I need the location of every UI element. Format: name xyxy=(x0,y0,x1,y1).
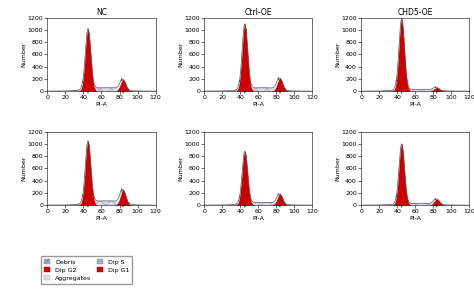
Legend: Debris, Dip G2, Aggregates, Dip S, Dip G1: Debris, Dip G2, Aggregates, Dip S, Dip G… xyxy=(41,256,132,284)
Title: NC: NC xyxy=(96,8,107,17)
Y-axis label: Number: Number xyxy=(178,42,183,67)
Title: CHD5-OE: CHD5-OE xyxy=(398,8,433,17)
Y-axis label: Number: Number xyxy=(335,42,340,67)
Y-axis label: Number: Number xyxy=(21,156,26,181)
X-axis label: PI-A: PI-A xyxy=(409,216,421,221)
X-axis label: PI-A: PI-A xyxy=(252,102,264,107)
X-axis label: PI-A: PI-A xyxy=(252,216,264,221)
X-axis label: PI-A: PI-A xyxy=(409,102,421,107)
Y-axis label: Number: Number xyxy=(178,156,183,181)
X-axis label: PI-A: PI-A xyxy=(96,216,108,221)
Title: Ctrl-OE: Ctrl-OE xyxy=(245,8,272,17)
X-axis label: PI-A: PI-A xyxy=(96,102,108,107)
Y-axis label: Number: Number xyxy=(335,156,340,181)
Y-axis label: Number: Number xyxy=(21,42,26,67)
